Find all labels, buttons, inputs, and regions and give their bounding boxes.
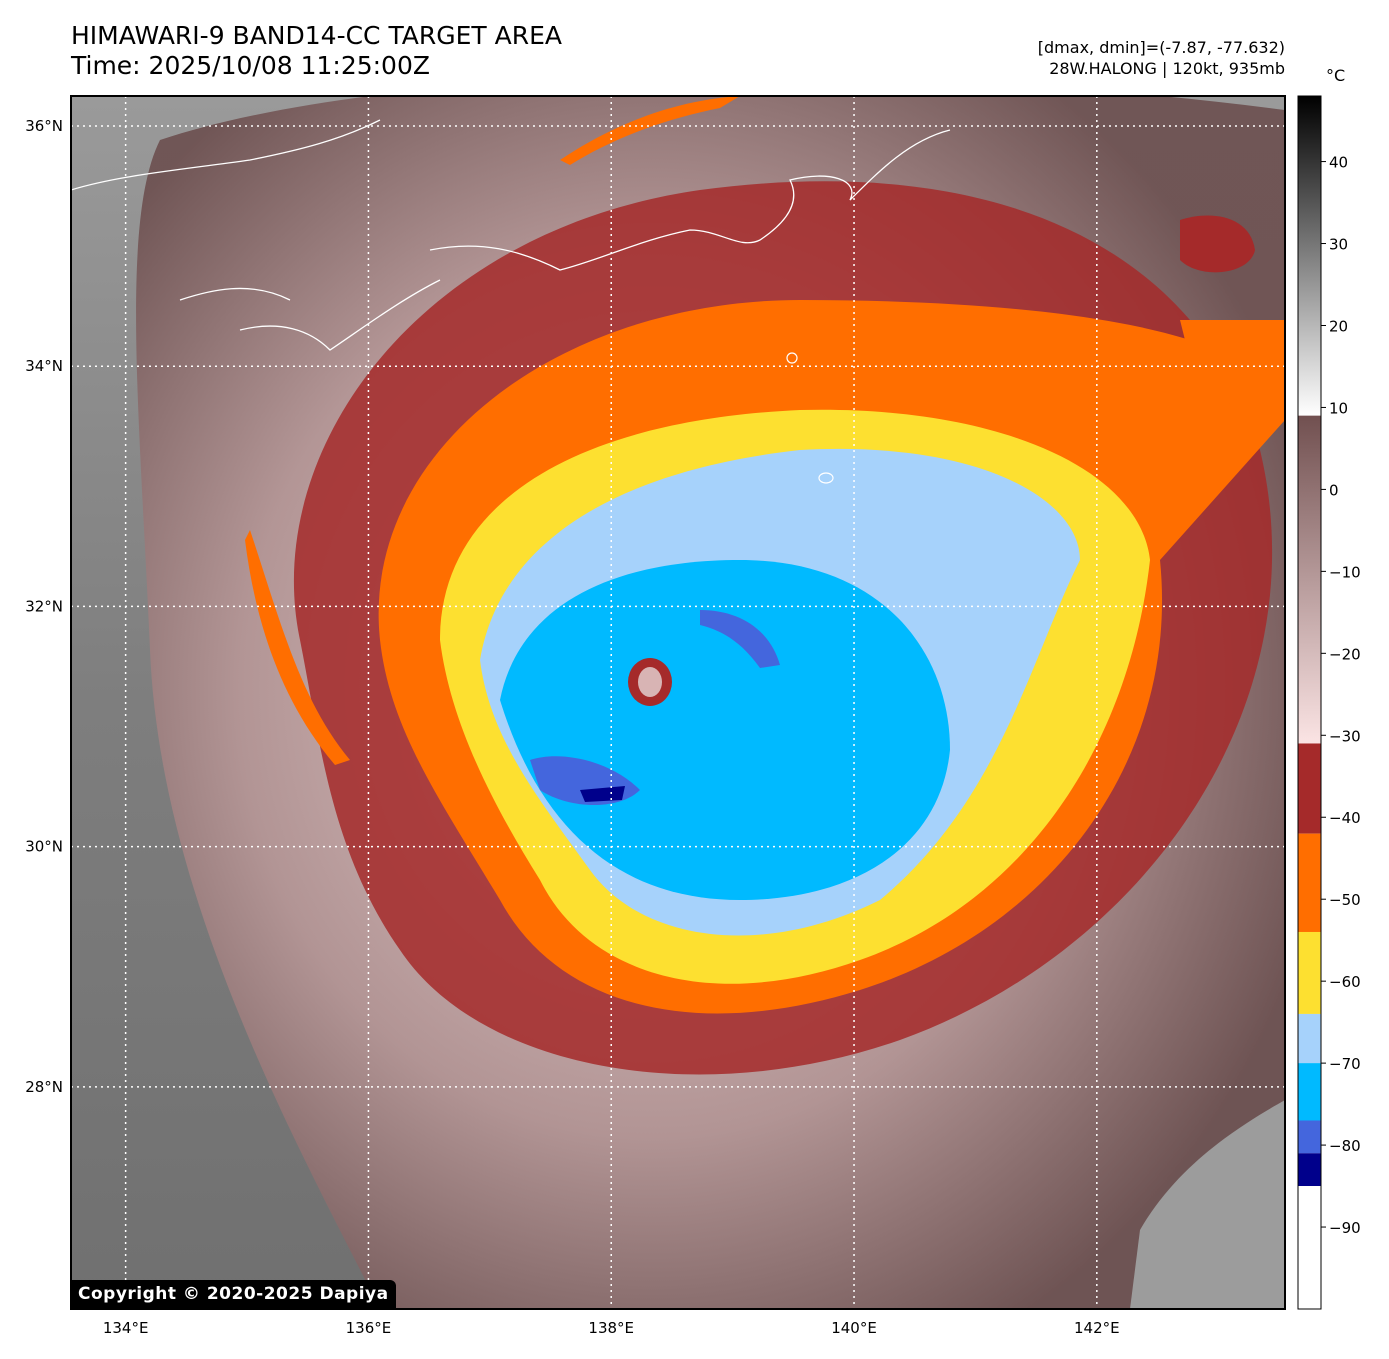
colorbar-tick-label: −10	[1329, 563, 1361, 581]
colorbar-tick-label: 40	[1329, 154, 1348, 172]
image-time: Time: 2025/10/08 11:25:00Z	[71, 51, 430, 80]
colorbar-unit: °C	[1326, 66, 1346, 85]
colorbar-tick-label: −40	[1329, 809, 1361, 827]
latitude-labels: 28°N 30°N 32°N 34°N 36°N	[25, 117, 63, 1096]
northeast-cell	[1180, 215, 1255, 273]
colorbar-tick-label: −50	[1329, 891, 1361, 909]
colorbar-band	[1298, 1153, 1321, 1187]
lon-tick-label: 142°E	[1074, 1319, 1120, 1337]
colorbar-tick-label: 0	[1329, 481, 1339, 499]
lat-tick-label: 32°N	[25, 597, 63, 615]
north-band-orange	[560, 96, 740, 165]
lon-tick-label: 140°E	[831, 1319, 877, 1337]
south-cloud-gray	[1130, 1100, 1285, 1309]
lat-tick-label: 30°N	[25, 838, 63, 856]
colorbar-band	[1298, 1120, 1321, 1154]
outer-band-orange	[245, 530, 350, 765]
lon-tick-label: 138°E	[588, 1319, 634, 1337]
core-cyan	[500, 560, 950, 900]
colorbar-band	[1298, 1186, 1321, 1309]
colorbar-tick-label: −60	[1329, 973, 1361, 991]
island-outline	[818, 472, 834, 484]
map-frame	[70, 95, 1286, 1310]
lon-tick-label: 136°E	[346, 1319, 392, 1337]
colorbar-band	[1298, 743, 1321, 834]
colorbar-band	[1298, 1063, 1321, 1121]
colorbar-band	[1298, 96, 1321, 416]
colorbar-tick-label: 30	[1329, 236, 1348, 254]
colorbar	[1297, 95, 1322, 1310]
lat-tick-label: 34°N	[25, 357, 63, 375]
cloud-field	[71, 96, 1285, 1309]
gridlines	[71, 96, 1285, 1309]
colorbar-tick-label: −90	[1329, 1219, 1361, 1237]
longitude-labels: 134°E 136°E 138°E 140°E 142°E	[103, 1319, 1120, 1337]
band-blue-arc	[700, 610, 780, 668]
colorbar-tick-label: 10	[1329, 399, 1348, 417]
colorbar-band	[1298, 833, 1321, 932]
east-strip-orange	[1180, 320, 1285, 410]
lat-tick-label: 36°N	[25, 117, 63, 135]
colorbar-tick-label: 20	[1329, 317, 1348, 335]
colorbar-tick-label: −70	[1329, 1055, 1361, 1073]
lon-tick-label: 134°E	[103, 1319, 149, 1337]
storm-info: 28W.HALONG | 120kt, 935mb	[1049, 59, 1285, 78]
colorbar-tick-label: −80	[1329, 1137, 1361, 1155]
colorbar-ticks: 40 30 20 10 0 −10 −20 −30 −40 −50 −60 −70 −80 −90	[1321, 154, 1361, 1237]
colorbar-tick-label: −20	[1329, 645, 1361, 663]
copyright-badge: Copyright © 2020-2025 Dapiya	[71, 1280, 396, 1308]
image-title: HIMAWARI-9 BAND14-CC TARGET AREA	[71, 21, 563, 50]
colorbar-band	[1298, 1013, 1321, 1064]
lat-tick-label: 28°N	[25, 1078, 63, 1096]
coastline	[71, 119, 951, 351]
colorbar-frame	[1297, 95, 1322, 1310]
colorbar-band	[1298, 931, 1321, 1014]
core-darkblue	[580, 786, 625, 802]
colorbar-band	[1298, 415, 1321, 744]
colorbar-tick-label: −30	[1329, 727, 1361, 745]
dmax-dmin-readout: [dmax, dmin]=(-7.87, -77.632)	[1037, 38, 1285, 57]
